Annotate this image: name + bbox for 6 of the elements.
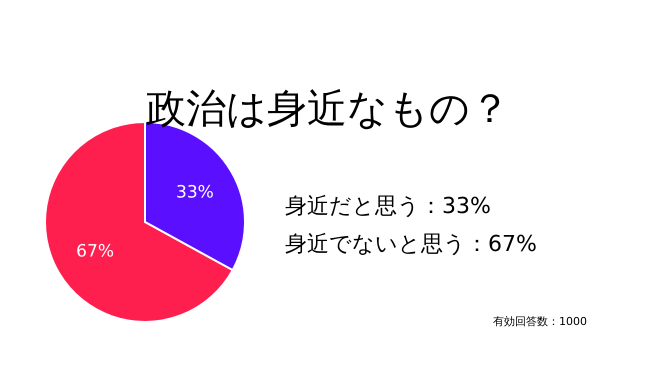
text: 有効回答数：1000	[493, 315, 587, 328]
text: 政治は身近なもの？	[146, 86, 510, 132]
data-label: 67%	[76, 242, 114, 262]
data-label: 33%	[176, 182, 214, 202]
text: 身近でないと思う：67%	[285, 232, 537, 257]
text: 身近だと思う：33%	[285, 194, 491, 219]
